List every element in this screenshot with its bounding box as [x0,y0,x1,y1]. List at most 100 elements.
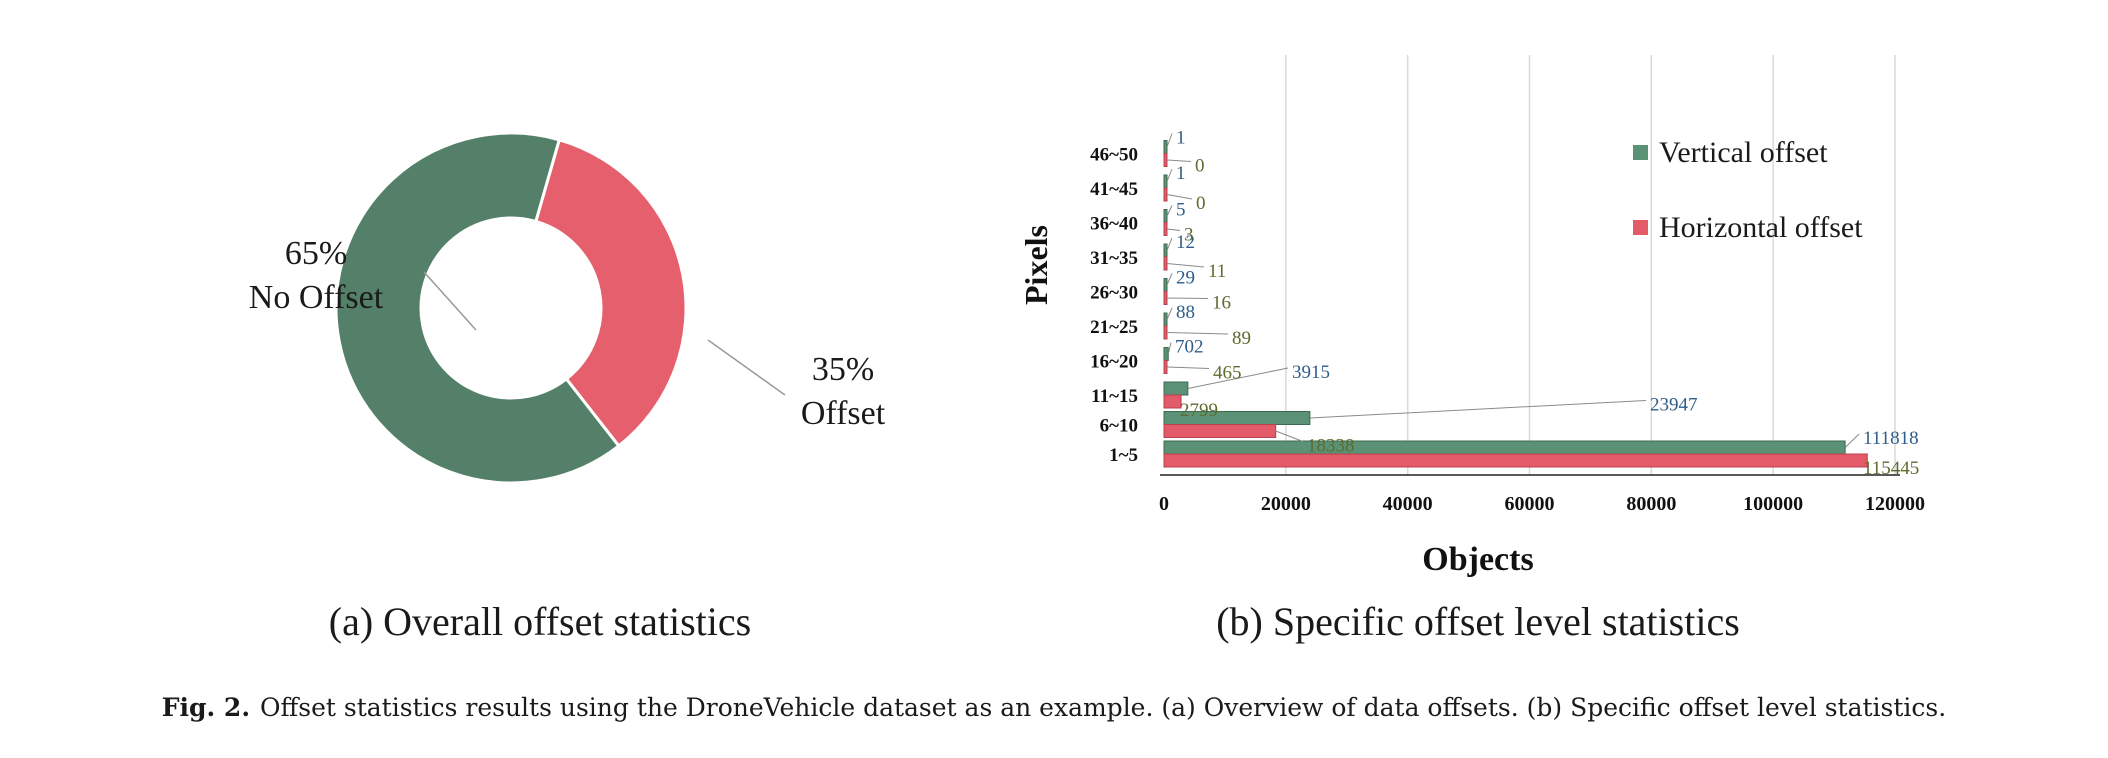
bar-horizontal-offset [1163,256,1168,271]
legend-label-vertical-offset: Vertical offset [1659,136,1828,169]
bar-horizontal-offset [1163,360,1168,374]
legend-swatch-vertical-offset [1633,145,1648,160]
bar-vertical-offset [1163,209,1168,223]
value-leader-line [1166,263,1205,268]
value-label-vertical-offset: 88 [1176,302,1195,323]
category-label: 1~5 [1109,445,1138,466]
no-offset-percent-label: 65% [285,235,347,272]
bar-vertical-offset [1163,243,1168,258]
bar-chart-bars [1163,140,1868,468]
x-tick-label: 100000 [1743,493,1803,515]
value-label-horizontal-offset: 18338 [1307,436,1355,457]
category-label: 11~15 [1091,386,1138,407]
figure-caption-text: Offset statistics results using the Dron… [260,693,1947,722]
category-label: 46~50 [1090,145,1138,166]
value-label-vertical-offset: 702 [1175,337,1204,358]
offset-percent-label: 35% [812,351,874,388]
value-label-horizontal-offset: 0 [1196,193,1206,214]
value-label-horizontal-offset: 115445 [1863,458,1919,479]
donut-slice-no-offset [334,131,621,485]
value-leader-line [1166,205,1173,217]
value-leader-line [1166,237,1173,251]
bar-vertical-offset [1163,381,1189,396]
y-axis-title: Pixels [1018,225,1054,305]
no-offset-leader-line [423,271,477,331]
category-label: 21~25 [1090,317,1138,338]
category-label: 6~10 [1100,416,1138,437]
value-leader-line [1166,159,1192,162]
value-leader-line [1166,297,1209,299]
x-tick-label: 120000 [1865,493,1925,515]
x-axis-title: Objects [1422,541,1533,578]
value-leader-line [1166,228,1181,231]
donut-slice-offset [533,137,688,449]
bar-horizontal-offset [1163,291,1168,305]
value-label-vertical-offset: 1 [1176,128,1186,149]
category-label: 31~35 [1090,248,1138,269]
bar-chart-value-labels: 111818 115445 23947 18338 3915 2799 702 465 88 89… [1175,128,1919,480]
bar-horizontal-offset [1163,222,1168,236]
legend: Vertical offset Horizontal offset [1633,136,1863,244]
bar-horizontal-offset [1163,325,1168,340]
value-label-horizontal-offset: 465 [1213,363,1242,384]
bar-horizontal-offset [1163,453,1868,468]
value-leader-line [1166,366,1210,369]
bar-chart-x-tick-labels: 0 20000 40000 60000 80000 100000 120000 [1159,493,1925,515]
value-label-vertical-offset: 3915 [1292,362,1330,383]
value-label-horizontal-offset: 89 [1232,328,1251,349]
bar-horizontal-offset [1163,187,1168,202]
value-label-vertical-offset: 5 [1176,200,1186,221]
value-leader-line [1167,342,1172,355]
value-label-vertical-offset: 29 [1176,268,1195,289]
donut-chart: 65% No Offset 35% Offset [249,131,886,485]
value-label-horizontal-offset: 0 [1195,156,1205,177]
value-label-vertical-offset: 111818 [1863,428,1919,449]
category-label: 26~30 [1090,283,1138,304]
category-label: 41~45 [1090,179,1138,200]
value-label-horizontal-offset: 2799 [1180,400,1218,421]
legend-swatch-horizontal-offset [1633,220,1648,235]
x-tick-label: 60000 [1505,493,1555,515]
x-tick-label: 80000 [1626,493,1676,515]
x-tick-label: 0 [1159,493,1169,515]
bar-vertical-offset [1163,140,1168,154]
value-leader-line [1275,430,1304,442]
bar-vertical-offset [1163,174,1168,189]
offset-leader-line [707,339,786,396]
value-leader-line [1844,433,1860,448]
offset-slice-label: Offset [801,395,886,432]
value-leader-line [1187,367,1289,389]
value-leader-line [1166,273,1173,286]
value-label-horizontal-offset: 11 [1208,261,1226,282]
value-leader-line [1166,307,1173,320]
subcaption-a: (a) Overall offset statistics [329,599,751,644]
category-label: 36~40 [1090,214,1138,235]
bar-horizontal-offset [1163,394,1182,409]
bar-vertical-offset [1163,278,1168,292]
value-leader-line [1309,400,1647,419]
value-label-vertical-offset: 12 [1176,232,1195,253]
bar-vertical-offset [1163,347,1169,361]
bar-vertical-offset [1163,312,1168,327]
bar-horizontal-offset [1163,424,1277,438]
subcaption-b: (b) Specific offset level statistics [1216,599,1740,644]
value-label-horizontal-offset: 16 [1212,293,1231,314]
figure-caption-label: Fig. 2. [161,693,251,722]
x-tick-label: 40000 [1383,493,1433,515]
value-leader-line [1166,194,1193,200]
bar-chart-leader-lines [1166,133,1860,448]
x-tick-label: 20000 [1261,493,1311,515]
value-leader-line [1166,168,1173,182]
bar-chart-category-labels: 1~5 6~10 11~15 16~20 21~25 26~30 31~35 36~40 41~… [1090,145,1138,467]
legend-label-horizontal-offset: Horizontal offset [1659,211,1863,244]
value-leader-line [1166,332,1229,335]
value-label-vertical-offset: 1 [1176,163,1186,184]
bar-vertical-offset [1163,440,1846,455]
bar-chart-gridlines [1285,55,1896,475]
figure-caption: Fig. 2. Offset statistics results using t… [0,693,2108,722]
value-label-vertical-offset: 23947 [1650,395,1698,416]
bar-horizontal-offset [1163,153,1168,167]
value-leader-line [1166,133,1173,148]
value-label-horizontal-offset: 3 [1184,225,1194,246]
